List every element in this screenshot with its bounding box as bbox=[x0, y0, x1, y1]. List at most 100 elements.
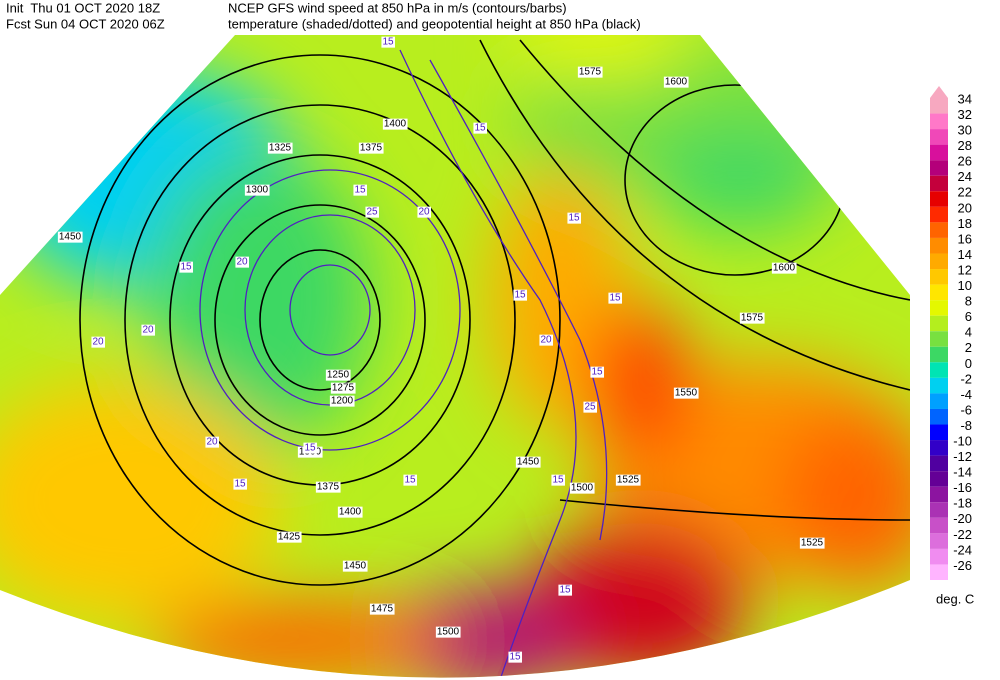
colorbar-swatch bbox=[930, 455, 948, 472]
height-label: 1600 bbox=[773, 263, 796, 274]
wind-label: 15 bbox=[509, 652, 521, 663]
label-box bbox=[276, 531, 302, 543]
label-box bbox=[342, 560, 368, 572]
wind-label: 25 bbox=[584, 402, 596, 413]
colorbar-swatch bbox=[930, 98, 948, 114]
label-box bbox=[329, 395, 355, 407]
colorbar-label: 18 bbox=[958, 216, 972, 231]
height-label: 1375 bbox=[317, 482, 340, 493]
colorbar-swatch bbox=[930, 206, 948, 223]
colorbar-swatch bbox=[930, 564, 948, 580]
colorbar-swatch bbox=[930, 331, 948, 347]
label-box bbox=[205, 436, 219, 448]
wind-label: 15 bbox=[609, 293, 621, 304]
wind-label: 20 bbox=[540, 335, 552, 346]
label-box bbox=[179, 261, 193, 273]
label-box bbox=[615, 474, 641, 486]
init-time: Init Thu 01 OCT 2020 18Z bbox=[6, 0, 160, 15]
label-box bbox=[325, 369, 351, 381]
height-label: 1200 bbox=[331, 396, 354, 407]
label-box bbox=[267, 142, 293, 154]
colorbar-swatch bbox=[930, 502, 948, 518]
wind-label: 20 bbox=[418, 207, 430, 218]
label-box bbox=[235, 256, 249, 268]
label-box bbox=[590, 366, 604, 378]
colorbar-swatch bbox=[930, 377, 948, 394]
wind-label: 15 bbox=[474, 123, 486, 134]
wind-label: 15 bbox=[382, 37, 394, 48]
label-box bbox=[141, 324, 155, 336]
colorbar-label: 28 bbox=[958, 138, 972, 153]
colorbar-swatch bbox=[930, 237, 948, 254]
label-box bbox=[365, 206, 379, 218]
colorbar-label: 24 bbox=[958, 169, 972, 184]
colorbar-swatch bbox=[930, 533, 948, 549]
label-box bbox=[337, 506, 363, 518]
forecast-time: Fcst Sun 04 OCT 2020 06Z bbox=[6, 16, 165, 31]
label-box bbox=[315, 481, 341, 493]
colorbar-label: 20 bbox=[958, 200, 972, 215]
colorbar-label: -14 bbox=[953, 465, 972, 480]
colorbar-swatch bbox=[930, 175, 948, 192]
colorbar-swatch bbox=[930, 315, 948, 332]
height-label: 1400 bbox=[384, 119, 407, 130]
colorbar-label: 8 bbox=[965, 294, 972, 309]
colorbar-label: 2 bbox=[965, 340, 972, 355]
wind-label: 15 bbox=[552, 475, 564, 486]
colorbar-swatch bbox=[930, 269, 948, 285]
label-box bbox=[233, 478, 247, 490]
label-box bbox=[608, 292, 622, 304]
wind-label: 15 bbox=[514, 290, 526, 301]
colorbar-swatch bbox=[930, 471, 948, 487]
height-label: 1500 bbox=[437, 627, 460, 638]
label-box bbox=[799, 537, 825, 549]
colorbar-swatch bbox=[930, 408, 948, 425]
wind-label: 15 bbox=[304, 443, 316, 454]
colorbar-swatch bbox=[930, 440, 948, 456]
wind-label: 15 bbox=[404, 475, 416, 486]
wind-label: 15 bbox=[559, 585, 571, 596]
title-line: NCEP GFS wind speed at 850 hPa in m/s (c… bbox=[228, 0, 567, 15]
colorbar-label: 30 bbox=[958, 123, 972, 138]
colorbar-swatch bbox=[930, 517, 948, 534]
label-box bbox=[508, 651, 522, 663]
label-box bbox=[515, 456, 541, 468]
colorbar-swatch bbox=[930, 424, 948, 441]
label-box bbox=[739, 312, 765, 324]
colorbar-swatch bbox=[930, 346, 948, 363]
label-box bbox=[473, 122, 487, 134]
colorbar-label: 32 bbox=[958, 107, 972, 122]
wind-label: 15 bbox=[354, 185, 366, 196]
height-label: 1500 bbox=[571, 483, 594, 494]
colorbar-swatch bbox=[930, 486, 948, 503]
label-box bbox=[569, 482, 595, 494]
label-box bbox=[663, 76, 689, 88]
colorbar-label: -2 bbox=[960, 371, 972, 386]
colorbar-label: -10 bbox=[953, 434, 972, 449]
colorbar-swatch bbox=[930, 144, 948, 161]
colorbar-label: -6 bbox=[960, 402, 972, 417]
colorbar-label: -26 bbox=[953, 558, 972, 573]
label-box bbox=[771, 262, 797, 274]
label-box bbox=[539, 334, 553, 346]
header: Init Thu 01 OCT 2020 18Z Fcst Sun 04 OCT… bbox=[6, 0, 641, 31]
label-box bbox=[577, 66, 603, 78]
colorbar-label: 4 bbox=[965, 325, 972, 340]
label-box bbox=[358, 142, 384, 154]
colorbar-swatch bbox=[930, 393, 948, 409]
colorbar-label: -24 bbox=[953, 542, 972, 557]
wind-label: 20 bbox=[236, 257, 248, 268]
height-label: 1525 bbox=[617, 475, 640, 486]
label-box bbox=[567, 212, 581, 224]
colorbar-label: -4 bbox=[960, 387, 972, 402]
label-box bbox=[244, 184, 270, 196]
height-label: 1300 bbox=[246, 185, 269, 196]
colorbar-label: -12 bbox=[953, 449, 972, 464]
colorbar-label: -16 bbox=[953, 480, 972, 495]
colorbar-swatch bbox=[930, 191, 948, 207]
label-box bbox=[330, 382, 356, 394]
label-box bbox=[91, 336, 105, 348]
height-label: 1525 bbox=[801, 538, 824, 549]
